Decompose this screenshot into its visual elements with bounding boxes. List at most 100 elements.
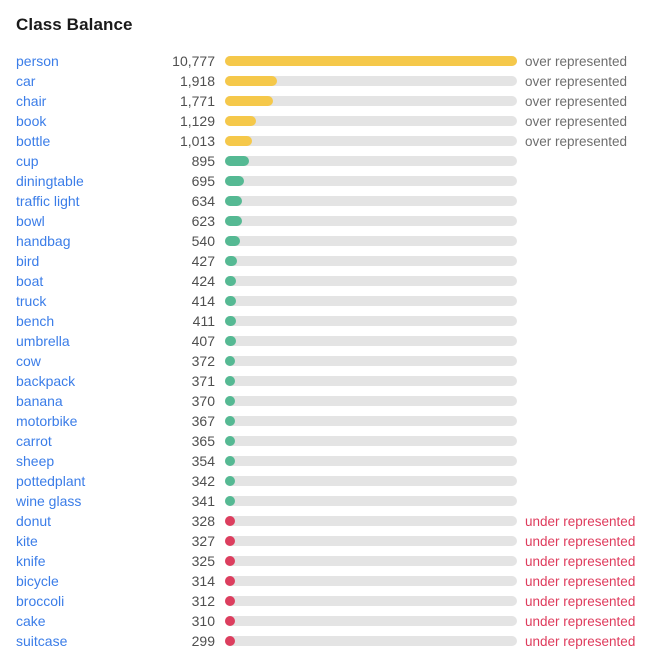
class-name-link[interactable]: cake (16, 613, 46, 629)
class-name-link[interactable]: traffic light (16, 193, 80, 209)
bar-track (225, 616, 517, 626)
class-name-link[interactable]: broccoli (16, 593, 65, 609)
class-name-link[interactable]: bowl (16, 213, 45, 229)
class-name-link[interactable]: bird (16, 253, 40, 269)
bar-fill (225, 76, 277, 86)
bar-track (225, 176, 517, 186)
representation-status: over represented (525, 53, 628, 69)
class-row: cup 895 (0, 151, 668, 171)
bar-fill (225, 456, 235, 466)
class-name-link[interactable]: carrot (16, 433, 52, 449)
bar-track (225, 556, 517, 566)
bar-fill (225, 256, 237, 266)
class-row: person 10,777 over represented (0, 51, 668, 71)
class-name-link[interactable]: kite (16, 533, 38, 549)
bar-track (225, 476, 517, 486)
class-name-link[interactable]: cup (16, 153, 39, 169)
bar-fill (225, 316, 237, 326)
class-row: wine glass 341 (0, 491, 668, 511)
class-name-link[interactable]: handbag (16, 233, 71, 249)
representation-status: over represented (525, 133, 628, 149)
class-row: bench 411 (0, 311, 668, 331)
class-name-link[interactable]: backpack (16, 373, 76, 389)
class-count: 10,777 (172, 53, 215, 69)
class-name-link[interactable]: sheep (16, 453, 55, 469)
bar-track (225, 56, 517, 66)
class-count: 342 (191, 473, 215, 489)
page-title: Class Balance (16, 15, 133, 34)
class-count: 341 (191, 493, 215, 509)
class-count: 634 (191, 193, 215, 209)
bar-fill (225, 56, 517, 66)
representation-status: under represented (525, 613, 636, 629)
bar-fill (225, 536, 235, 546)
class-count: 540 (191, 233, 215, 249)
class-name-link[interactable]: motorbike (16, 413, 78, 429)
bar-track (225, 596, 517, 606)
bar-track (225, 256, 517, 266)
class-name-link[interactable]: bicycle (16, 573, 59, 589)
class-count: 367 (191, 413, 215, 429)
class-name-link[interactable]: umbrella (16, 333, 70, 349)
class-name-link[interactable]: cow (16, 353, 41, 369)
class-count: 299 (191, 633, 215, 649)
bar-track (225, 216, 517, 226)
bar-track (225, 436, 517, 446)
representation-status: over represented (525, 113, 628, 129)
class-count: 895 (191, 153, 215, 169)
class-row: cake 310 under represented (0, 611, 668, 631)
class-row: bicycle 314 under represented (0, 571, 668, 591)
class-name-link[interactable]: pottedplant (16, 473, 86, 489)
class-name-link[interactable]: diningtable (16, 173, 84, 189)
class-name-link[interactable]: truck (16, 293, 47, 309)
bar-track (225, 116, 517, 126)
class-name-link[interactable]: book (16, 113, 47, 129)
class-name-link[interactable]: chair (16, 93, 47, 109)
class-row: pottedplant 342 (0, 471, 668, 491)
class-count: 1,918 (179, 73, 215, 89)
class-row: chair 1,771 over represented (0, 91, 668, 111)
class-row: bird 427 (0, 251, 668, 271)
class-name-link[interactable]: suitcase (16, 633, 68, 649)
bar-track (225, 416, 517, 426)
bar-track (225, 196, 517, 206)
class-count: 1,013 (179, 133, 215, 149)
class-name-link[interactable]: knife (16, 553, 46, 569)
class-count: 372 (191, 353, 215, 369)
class-name-link[interactable]: bottle (16, 133, 51, 149)
bar-track (225, 236, 517, 246)
representation-status: under represented (525, 513, 636, 529)
class-name-link[interactable]: banana (16, 393, 63, 409)
bar-fill (225, 216, 242, 226)
class-row: cow 372 (0, 351, 668, 371)
class-row: traffic light 634 (0, 191, 668, 211)
class-name-link[interactable]: person (16, 53, 59, 69)
class-count: 414 (191, 293, 215, 309)
bar-fill (225, 376, 236, 386)
bar-fill (225, 476, 235, 486)
class-row: diningtable 695 (0, 171, 668, 191)
class-count: 325 (191, 553, 215, 569)
class-count: 427 (191, 253, 215, 269)
bar-fill (225, 436, 235, 446)
class-count: 695 (191, 173, 215, 189)
bar-fill (225, 596, 235, 606)
class-balance-rows: person 10,777 over represented car 1,918… (0, 51, 668, 651)
bar-fill (225, 416, 235, 426)
bar-fill (225, 196, 243, 206)
class-name-link[interactable]: car (16, 73, 36, 89)
bar-fill (225, 616, 235, 626)
class-row: bowl 623 (0, 211, 668, 231)
class-row: sheep 354 (0, 451, 668, 471)
class-count: 407 (191, 333, 215, 349)
class-name-link[interactable]: bench (16, 313, 55, 329)
class-name-link[interactable]: boat (16, 273, 44, 289)
class-row: banana 370 (0, 391, 668, 411)
class-name-link[interactable]: donut (16, 513, 52, 529)
class-name-link[interactable]: wine glass (16, 493, 82, 509)
bar-track (225, 76, 517, 86)
representation-status: under represented (525, 573, 636, 589)
bar-fill (225, 556, 235, 566)
bar-fill (225, 356, 236, 366)
bar-fill (225, 156, 250, 166)
